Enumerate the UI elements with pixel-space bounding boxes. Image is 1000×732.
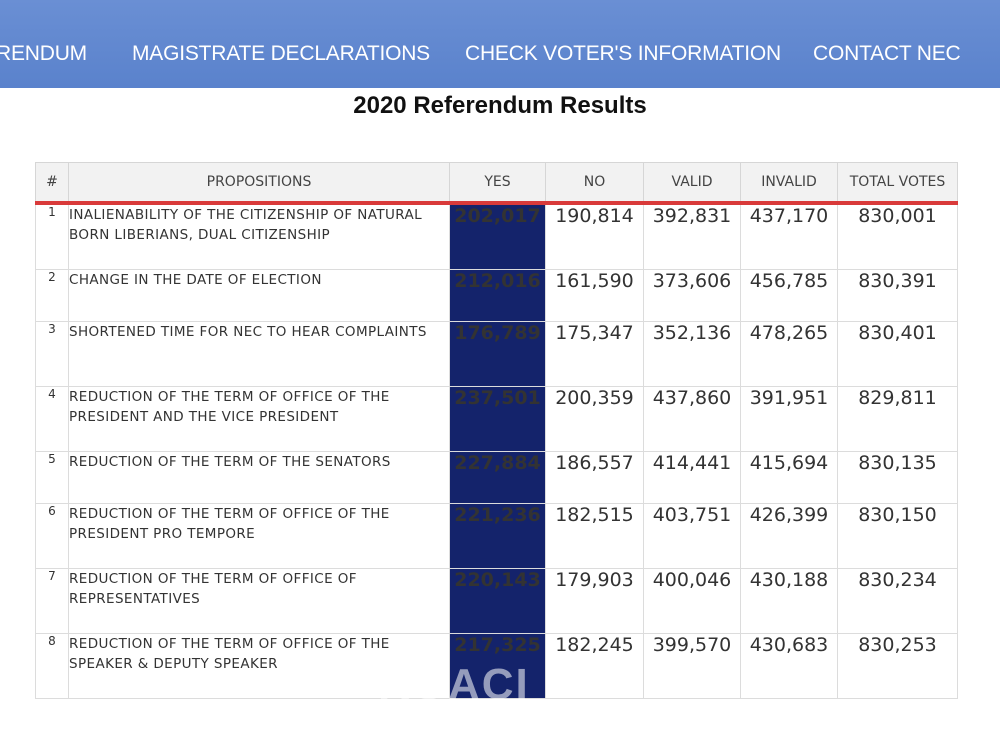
no-votes: 186,557 [545,451,644,504]
proposition-text: REDUCTION OF THE TERM OF OFFICE OF THE P… [68,386,450,452]
yes-votes: 227,884 [449,451,546,504]
valid-votes: 392,831 [643,202,741,270]
row-number: 6 [35,503,69,569]
valid-votes: 414,441 [643,451,741,504]
page-title: 2020 Referendum Results [353,92,647,119]
invalid-votes: 430,683 [740,633,838,699]
proposition-text: REDUCTION OF THE TERM OF THE SENATORS [68,451,450,504]
table-header-row: # PROPOSITIONS YES NO VALID INVALID TOTA… [35,162,958,205]
total-votes: 830,135 [837,451,958,504]
proposition-text: REDUCTION OF THE TERM OF OFFICE OF REPRE… [68,568,450,634]
table-row: 4 REDUCTION OF THE TERM OF OFFICE OF THE… [35,386,958,452]
row-number: 3 [35,321,69,387]
row-number: 2 [35,269,69,322]
header-propositions: PROPOSITIONS [68,162,450,205]
no-votes: 175,347 [545,321,644,387]
top-navbar: RENDUM MAGISTRATE DECLARATIONS CHECK VOT… [0,0,1000,88]
total-votes: 830,401 [837,321,958,387]
no-votes: 200,359 [545,386,644,452]
results-table: # PROPOSITIONS YES NO VALID INVALID TOTA… [35,162,958,699]
proposition-text: REDUCTION OF THE TERM OF OFFICE OF THE P… [68,503,450,569]
total-votes: 830,150 [837,503,958,569]
proposition-text: SHORTENED TIME FOR NEC TO HEAR COMPLAINT… [68,321,450,387]
valid-votes: 400,046 [643,568,741,634]
header-valid: VALID [643,162,741,205]
nav-item-referendum[interactable]: RENDUM [0,42,87,65]
header-invalid: INVALID [740,162,838,205]
no-votes: 182,245 [545,633,644,699]
yes-votes: 220,143 [449,568,546,634]
no-votes: 179,903 [545,568,644,634]
nav-item-magistrate-declarations[interactable]: MAGISTRATE DECLARATIONS [132,42,430,65]
table-row: 3 SHORTENED TIME FOR NEC TO HEAR COMPLAI… [35,321,958,387]
row-number: 4 [35,386,69,452]
header-yes: YES [449,162,546,205]
valid-votes: 403,751 [643,503,741,569]
header-total-votes: TOTAL VOTES [837,162,958,205]
invalid-votes: 478,265 [740,321,838,387]
proposition-text: INALIENABILITY OF THE CITIZENSHIP OF NAT… [68,202,450,270]
total-votes: 829,811 [837,386,958,452]
table-row: 1 INALIENABILITY OF THE CITIZENSHIP OF N… [35,202,958,270]
table-row: 6 REDUCTION OF THE TERM OF OFFICE OF THE… [35,503,958,569]
proposition-text: CHANGE IN THE DATE OF ELECTION [68,269,450,322]
table-row: 7 REDUCTION OF THE TERM OF OFFICE OF REP… [35,568,958,634]
no-votes: 161,590 [545,269,644,322]
no-votes: 190,814 [545,202,644,270]
yes-votes: 202,017 [449,202,546,270]
invalid-votes: 415,694 [740,451,838,504]
yes-votes: 176,789 [449,321,546,387]
yes-votes: 217,325 [449,633,546,699]
nav-item-check-voter-information[interactable]: CHECK VOTER'S INFORMATION [465,42,781,65]
row-number: 7 [35,568,69,634]
yes-votes: 212,016 [449,269,546,322]
header-number: # [35,162,69,205]
total-votes: 830,001 [837,202,958,270]
valid-votes: 437,860 [643,386,741,452]
row-number: 1 [35,202,69,270]
nav-item-contact-nec[interactable]: CONTACT NEC [813,42,961,65]
header-no: NO [545,162,644,205]
row-number: 5 [35,451,69,504]
invalid-votes: 426,399 [740,503,838,569]
yes-votes: 221,236 [449,503,546,569]
table-row: 8 REDUCTION OF THE TERM OF OFFICE OF THE… [35,633,958,699]
table-row: 5 REDUCTION OF THE TERM OF THE SENATORS … [35,451,958,504]
table-row: 2 CHANGE IN THE DATE OF ELECTION 212,016… [35,269,958,322]
no-votes: 182,515 [545,503,644,569]
invalid-votes: 437,170 [740,202,838,270]
yes-votes: 237,501 [449,386,546,452]
invalid-votes: 430,188 [740,568,838,634]
valid-votes: 352,136 [643,321,741,387]
invalid-votes: 391,951 [740,386,838,452]
valid-votes: 373,606 [643,269,741,322]
total-votes: 830,234 [837,568,958,634]
row-number: 8 [35,633,69,699]
invalid-votes: 456,785 [740,269,838,322]
total-votes: 830,391 [837,269,958,322]
valid-votes: 399,570 [643,633,741,699]
watermark-logo: KOACI [378,660,530,709]
total-votes: 830,253 [837,633,958,699]
